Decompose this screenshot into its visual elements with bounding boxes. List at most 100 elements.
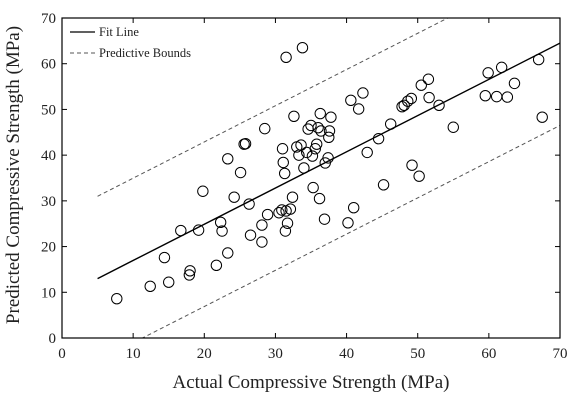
data-point <box>183 269 196 281</box>
data-point <box>296 42 309 54</box>
data-point <box>402 95 414 107</box>
data-point <box>302 123 314 135</box>
data-point <box>322 152 334 164</box>
data-point <box>433 99 445 112</box>
data-point <box>111 292 123 305</box>
data-point <box>495 61 508 74</box>
data-point <box>314 107 326 120</box>
y-tick-label: 20 <box>41 240 56 256</box>
fit-line <box>97 42 560 280</box>
data-point <box>256 236 268 248</box>
data-point <box>305 119 317 132</box>
data-point <box>184 265 196 277</box>
plot-frame <box>61 17 561 339</box>
data-point <box>284 203 297 215</box>
data-point <box>243 198 255 210</box>
axis-ticks: 0 10 20 30 40 50 60 70 0 10 20 30 40 50 60 70 <box>41 11 568 362</box>
data-point <box>234 166 247 179</box>
data-point <box>357 87 369 99</box>
data-point <box>347 202 360 214</box>
predictive-bound-upper <box>97 18 449 197</box>
data-point <box>259 122 271 135</box>
x-tick-label: 40 <box>339 346 354 362</box>
data-point <box>447 121 459 133</box>
data-point <box>210 259 223 272</box>
data-point <box>508 77 521 90</box>
data-point <box>413 170 425 182</box>
data-point <box>281 217 294 229</box>
legend-predictive-bounds-label: Predictive Bounds <box>99 46 191 60</box>
data-point <box>482 67 494 79</box>
data-point <box>325 111 337 123</box>
data-point <box>276 143 289 155</box>
data-point <box>310 138 323 150</box>
data-point <box>377 179 390 191</box>
data-point <box>501 91 514 103</box>
data-point <box>479 90 491 102</box>
data-point <box>298 162 310 174</box>
data-point <box>312 122 324 134</box>
y-tick-label: 40 <box>41 148 56 164</box>
data-point <box>307 181 319 194</box>
data-point <box>361 146 373 159</box>
data-point <box>214 216 227 229</box>
plot-marks <box>97 18 560 338</box>
data-point <box>192 224 205 236</box>
data-point <box>415 79 427 91</box>
data-point <box>309 143 321 155</box>
data-point <box>288 110 300 122</box>
data-point <box>158 251 171 264</box>
y-tick-label: 50 <box>41 102 56 118</box>
y-tick-label: 70 <box>41 11 56 27</box>
data-point <box>315 125 327 137</box>
y-axis-title: Predicted Compressive Strength (MPa) <box>3 26 24 324</box>
x-tick-label: 70 <box>553 346 568 362</box>
data-point <box>244 229 257 241</box>
data-point <box>398 99 410 112</box>
data-point <box>278 167 291 180</box>
data-point <box>345 94 357 106</box>
x-tick-label: 50 <box>410 346 425 362</box>
data-point <box>239 138 252 150</box>
predictive-bound-lower <box>141 124 560 338</box>
legend-fit-line-label: Fit Line <box>99 25 139 39</box>
data-point <box>532 53 545 66</box>
data-point <box>342 217 354 229</box>
data-point <box>422 73 435 85</box>
data-point <box>536 111 548 123</box>
x-tick-label: 30 <box>268 346 283 362</box>
data-point <box>286 191 299 203</box>
data-point <box>405 92 418 105</box>
data-point <box>222 153 234 165</box>
x-tick-label: 20 <box>197 346 212 362</box>
y-tick-label: 10 <box>41 285 56 301</box>
x-tick-label: 10 <box>126 346 141 362</box>
data-point <box>318 213 331 225</box>
data-point <box>406 159 418 171</box>
data-point <box>261 208 274 221</box>
y-tick-label: 0 <box>49 331 57 347</box>
data-point <box>313 192 326 205</box>
x-axis-title: Actual Compressive Strength (MPa) <box>172 372 449 393</box>
data-point <box>228 191 240 203</box>
data-point <box>306 150 319 162</box>
legend: Fit Line Predictive Bounds <box>70 25 191 60</box>
data-point <box>144 280 156 293</box>
data-point <box>222 247 234 259</box>
y-tick-label: 30 <box>41 194 56 210</box>
data-point <box>372 132 385 145</box>
x-tick-label: 0 <box>58 346 66 362</box>
data-point <box>256 219 268 231</box>
data-point <box>163 276 175 288</box>
data-point <box>490 90 503 103</box>
data-point <box>175 224 187 237</box>
data-point <box>323 125 336 137</box>
data-point <box>277 156 289 169</box>
data-point <box>197 185 209 197</box>
data-point <box>273 207 285 219</box>
data-point <box>276 204 288 216</box>
data-point <box>216 225 228 237</box>
data-point <box>279 225 292 237</box>
data-point <box>352 103 365 115</box>
